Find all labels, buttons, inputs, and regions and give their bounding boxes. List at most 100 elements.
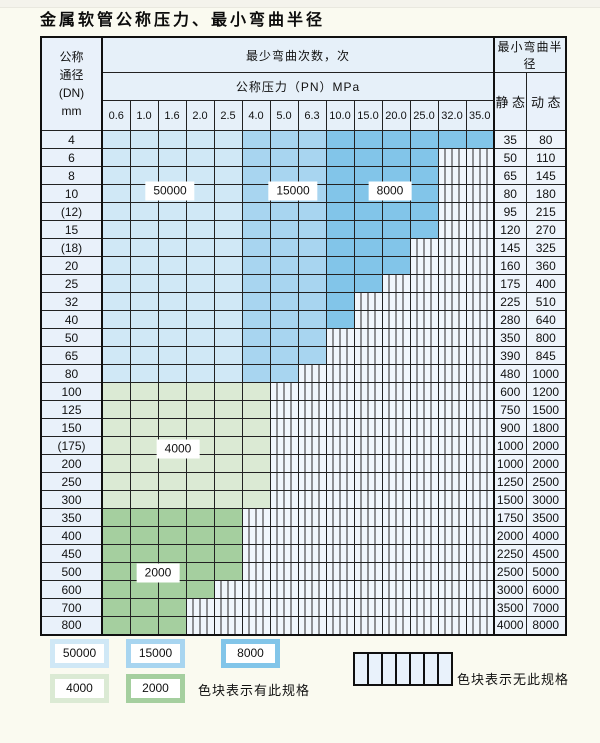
legend-available-text: 色块表示有此规格 xyxy=(198,683,311,698)
legend-swatch-label: 8000 xyxy=(226,644,275,663)
table-row: 40 280 640 xyxy=(40,310,567,329)
table-row: 32 225 510 xyxy=(40,292,567,311)
grid-cell xyxy=(297,220,327,239)
dn-header-line: 公称 xyxy=(59,50,84,64)
grid-cell xyxy=(353,562,383,581)
grid-cell xyxy=(381,274,411,293)
dn-cell: 500 xyxy=(40,562,103,581)
grid-cell xyxy=(437,436,467,455)
grid-cell xyxy=(269,562,299,581)
grid-cell xyxy=(213,220,243,239)
dynamic-value-cell: 510 xyxy=(525,292,567,311)
legend-swatch-2000: 2000 xyxy=(126,674,185,703)
grid-cell xyxy=(101,436,131,455)
table-row: 6 50 110 xyxy=(40,148,567,167)
grid-cell xyxy=(213,418,243,437)
grid-cell xyxy=(437,202,467,221)
grid-cell xyxy=(353,220,383,239)
grid-cell xyxy=(241,292,271,311)
grid-cell xyxy=(101,400,131,419)
grid-cell xyxy=(353,400,383,419)
grid-cell xyxy=(213,526,243,545)
grid-cell xyxy=(381,526,411,545)
legend-hatch-swatch xyxy=(353,652,453,686)
table-body: 4 35 80 6 50 110 8 65 145 10 80 180 (12) 95 215 15 120 27… xyxy=(40,130,567,635)
grid-cell xyxy=(381,472,411,491)
grid-cell xyxy=(213,328,243,347)
grid-cell xyxy=(409,490,439,509)
legend-swatch-50000: 50000 xyxy=(50,639,109,668)
table-row: 300 1500 3000 xyxy=(40,490,567,509)
dn-cell: 400 xyxy=(40,526,103,545)
grid-cell xyxy=(353,256,383,275)
grid-cell xyxy=(213,562,243,581)
grid-cell xyxy=(213,436,243,455)
static-value-cell: 350 xyxy=(493,328,527,347)
dynamic-value-cell: 2000 xyxy=(525,436,567,455)
pressure-value: 5.0 xyxy=(269,100,299,131)
grid-cell xyxy=(437,220,467,239)
grid-cell xyxy=(269,274,299,293)
grid-cell xyxy=(129,364,159,383)
grid-cell xyxy=(297,544,327,563)
dn-cell: 32 xyxy=(40,292,103,311)
grid-cell xyxy=(409,562,439,581)
grid-cell xyxy=(129,400,159,419)
grid-cell xyxy=(465,472,495,491)
static-value-cell: 2500 xyxy=(493,562,527,581)
grid-cell xyxy=(381,130,411,149)
grid-cell xyxy=(465,562,495,581)
grid-cell xyxy=(241,418,271,437)
dn-cell: 125 xyxy=(40,400,103,419)
grid-cell xyxy=(353,148,383,167)
dn-cell: 40 xyxy=(40,310,103,329)
grid-cell xyxy=(185,598,215,617)
dn-cell: 80 xyxy=(40,364,103,383)
grid-cell xyxy=(353,472,383,491)
static-value-cell: 1000 xyxy=(493,454,527,473)
grid-cell xyxy=(409,364,439,383)
grid-cell xyxy=(325,490,355,509)
grid-cell xyxy=(325,292,355,311)
static-value-cell: 160 xyxy=(493,256,527,275)
grid-cell xyxy=(269,598,299,617)
grid-cell xyxy=(157,400,187,419)
grid-cell xyxy=(185,292,215,311)
grid-cell xyxy=(465,148,495,167)
grid-cell xyxy=(185,148,215,167)
grid-cell xyxy=(129,436,159,455)
dn-header-line: (DN) xyxy=(58,86,85,100)
grid-cell xyxy=(465,544,495,563)
grid-cell xyxy=(437,346,467,365)
grid-cell xyxy=(157,130,187,149)
cycle-count-label: 4000 xyxy=(156,439,200,459)
grid-cell xyxy=(437,292,467,311)
grid-cell xyxy=(297,238,327,257)
cycle-count-label: 15000 xyxy=(268,181,318,201)
grid-cell xyxy=(297,292,327,311)
static-header: 静 态 xyxy=(493,72,527,131)
grid-cell xyxy=(129,580,159,599)
grid-cell xyxy=(325,526,355,545)
grid-cell xyxy=(437,310,467,329)
grid-cell xyxy=(101,184,131,203)
grid-cell xyxy=(353,436,383,455)
grid-cell xyxy=(381,220,411,239)
grid-cell xyxy=(353,346,383,365)
grid-cell xyxy=(241,148,271,167)
grid-cell xyxy=(101,166,131,185)
grid-cell xyxy=(409,220,439,239)
grid-cell xyxy=(325,382,355,401)
table-row: 25 175 400 xyxy=(40,274,567,293)
dn-cell: 50 xyxy=(40,328,103,347)
grid-cell xyxy=(297,580,327,599)
grid-cell xyxy=(157,616,187,635)
grid-cell xyxy=(353,328,383,347)
grid-cell xyxy=(465,508,495,527)
grid-cell xyxy=(241,508,271,527)
table-row: 50 350 800 xyxy=(40,328,567,347)
grid-cell xyxy=(185,490,215,509)
grid-cell xyxy=(241,328,271,347)
grid-cell xyxy=(129,418,159,437)
pressure-value: 6.3 xyxy=(297,100,327,131)
